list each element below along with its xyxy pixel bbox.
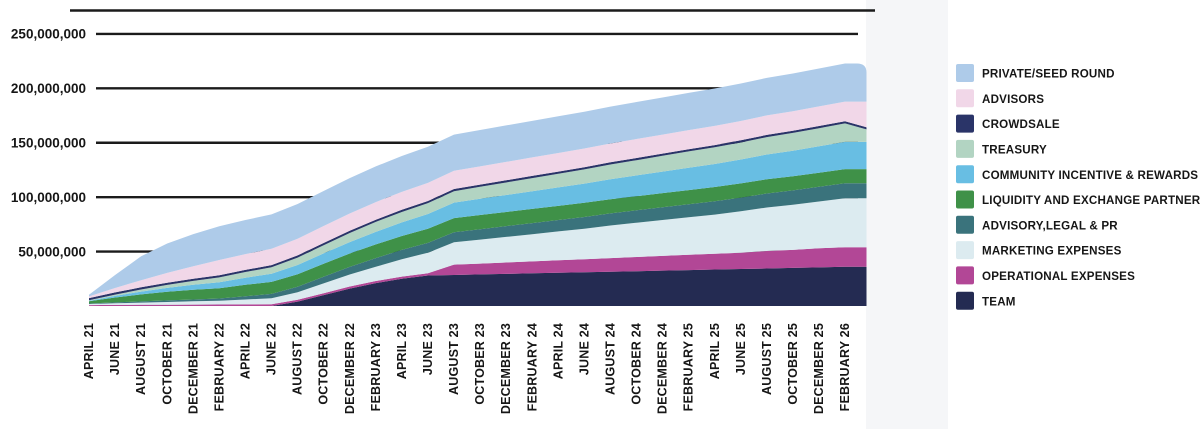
legend-swatch [956, 64, 974, 82]
x-tick-label: APRIL 24 [551, 323, 565, 379]
x-tick-label: APRIL 22 [239, 323, 253, 379]
y-tick-label: 100,000,000 [11, 190, 86, 205]
x-tick-label: AUGUST 22 [291, 323, 305, 395]
legend-item: ADVISORS [956, 89, 1044, 108]
legend-swatch [956, 114, 974, 133]
legend-label: ADVISORS [982, 93, 1044, 106]
legend-item: OPERATIONAL EXPENSES [956, 266, 1135, 285]
x-tick-label: APRIL 21 [82, 323, 96, 379]
legend-label: TEAM [982, 295, 1016, 308]
x-tick-label: JUNE 22 [265, 323, 279, 375]
x-tick-label: APRIL 23 [395, 323, 409, 379]
legend-label: ADVISORY,LEGAL & PR [982, 219, 1118, 232]
area-band-advisors [89, 101, 867, 299]
x-axis: APRIL 21 JUNE 21 AUGUST 21 OCTOBER 21 DECEMB… [82, 323, 852, 414]
legend-swatch [956, 165, 974, 184]
x-tick-label: DECEMBER 24 [656, 323, 670, 414]
legend-item: MARKETING EXPENSES [956, 241, 1122, 260]
right-panel-strip [866, 0, 948, 429]
legend-item: TEAM [956, 291, 1016, 310]
x-tick-label: FEBRUARY 24 [525, 323, 539, 411]
legend-label: CROWDSALE [982, 118, 1060, 131]
legend-label: OPERATIONAL EXPENSES [982, 270, 1135, 283]
x-tick-label: DECEMBER 23 [499, 323, 513, 414]
y-tick-label: 150,000,000 [11, 136, 86, 151]
x-tick-label: DECEMBER 22 [343, 323, 357, 414]
legend-item: COMMUNITY INCENTIVE & REWARDS [956, 165, 1198, 184]
area-band-operational-expenses [89, 247, 867, 306]
x-tick-label: APRIL 25 [708, 323, 722, 379]
area-band-advisory-legal-pr [89, 183, 867, 304]
legend-item: ADVISORY,LEGAL & PR [956, 215, 1118, 234]
area-band-private-seed-round [89, 63, 867, 297]
y-tick-label: 50,000,000 [18, 244, 86, 259]
area-band-marketing-expenses [89, 198, 867, 306]
legend-swatch [956, 89, 974, 108]
x-tick-label: FEBRUARY 23 [369, 323, 383, 411]
y-tick-label: 250,000,000 [11, 27, 86, 42]
legend: PRIVATE/SEED ROUND ADVISORS CROWDSALE TREAS… [956, 64, 1200, 310]
x-tick-label: AUGUST 24 [604, 323, 618, 395]
x-tick-label: JUNE 24 [577, 323, 591, 375]
area-band-treasury [89, 123, 867, 301]
x-tick-label: OCTOBER 21 [160, 323, 174, 405]
area-band-team [89, 266, 867, 306]
x-tick-label: DECEMBER 25 [812, 323, 826, 414]
x-tick-label: AUGUST 23 [447, 323, 461, 395]
x-tick-label: OCTOBER 23 [473, 323, 487, 405]
legend-swatch [956, 241, 974, 260]
x-tick-label: AUGUST 21 [134, 323, 148, 395]
legend-label: TREASURY [982, 144, 1047, 157]
x-tick-label: FEBRUARY 22 [212, 323, 226, 411]
area-band-community-incentive-rewards [89, 141, 867, 302]
x-tick-label: JUNE 21 [108, 323, 122, 375]
legend-item: LIQUIDITY AND EXCHANGE PARTNERSHIP [956, 190, 1200, 209]
legend-swatch [956, 190, 974, 209]
legend-swatch [956, 215, 974, 234]
y-tick-label: 200,000,000 [11, 81, 86, 96]
legend-swatch [956, 291, 974, 310]
legend-label: COMMUNITY INCENTIVE & REWARDS [982, 169, 1198, 182]
x-tick-label: FEBRUARY 25 [682, 323, 696, 411]
legend-item: CROWDSALE [956, 114, 1060, 133]
legend-item: PRIVATE/SEED ROUND [956, 64, 1115, 82]
legend-label: MARKETING EXPENSES [982, 245, 1122, 258]
x-tick-label: DECEMBER 21 [186, 323, 200, 414]
x-tick-label: JUNE 23 [421, 323, 435, 375]
x-tick-label: OCTOBER 25 [786, 323, 800, 405]
x-tick-label: AUGUST 25 [760, 323, 774, 395]
stacked-areas [89, 63, 867, 306]
x-tick-label: FEBRUARY 26 [838, 323, 852, 411]
legend-swatch [956, 139, 974, 158]
x-tick-label: OCTOBER 24 [630, 323, 644, 405]
x-tick-label: JUNE 25 [734, 323, 748, 375]
legend-swatch [956, 266, 974, 285]
area-band-liquidity-and-exchange-partnership [89, 169, 867, 304]
x-tick-label: OCTOBER 22 [317, 323, 331, 405]
legend-label: PRIVATE/SEED ROUND [982, 68, 1115, 81]
legend-item: TREASURY [956, 139, 1047, 158]
legend-label: LIQUIDITY AND EXCHANGE PARTNERSHIP [982, 194, 1200, 207]
